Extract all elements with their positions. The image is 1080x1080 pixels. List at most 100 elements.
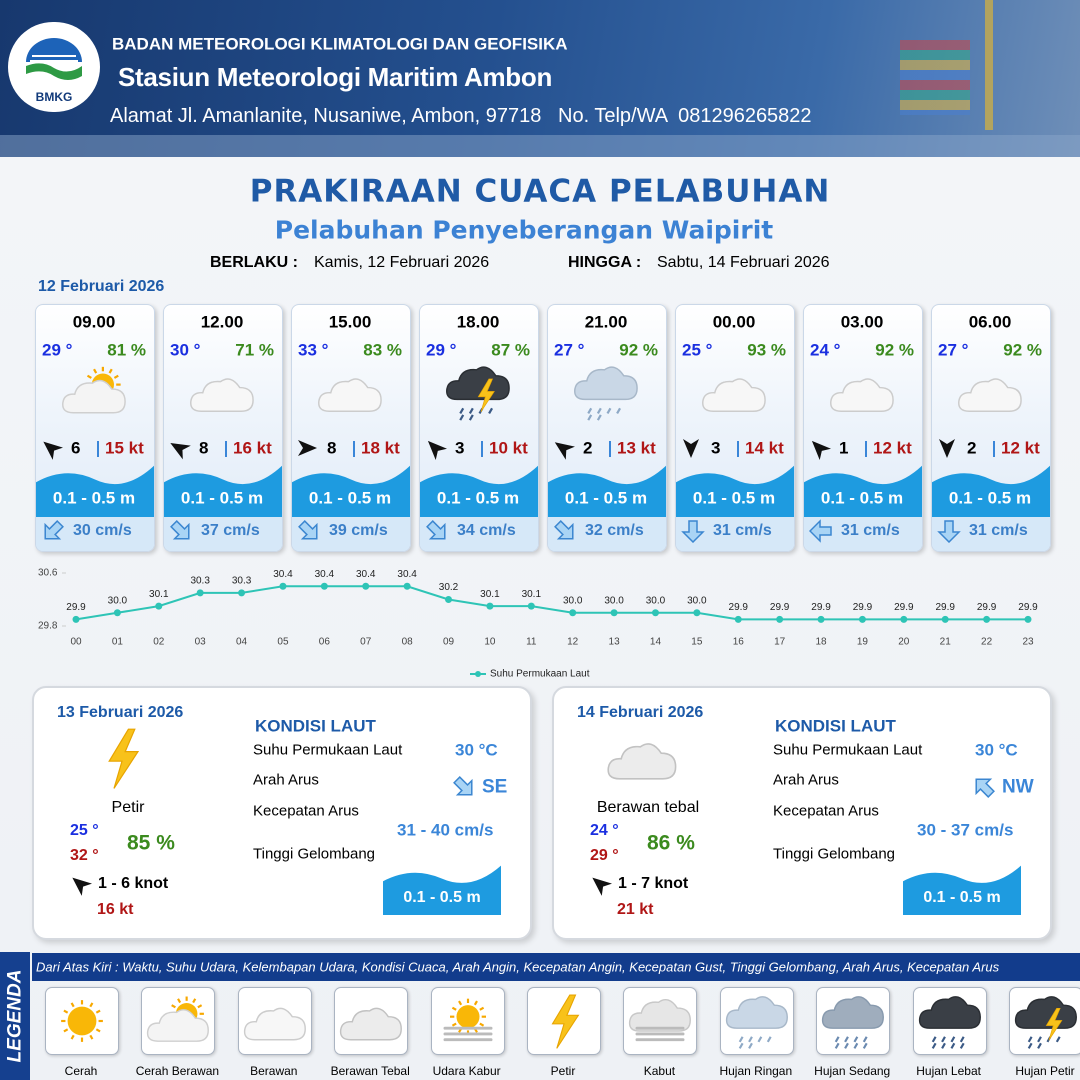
time: 15.00 xyxy=(328,312,372,332)
current-arrow-svg xyxy=(681,520,705,544)
decoration xyxy=(1037,1042,1042,1049)
forecast-card xyxy=(547,304,667,552)
current-arrow xyxy=(169,519,193,543)
separator xyxy=(609,441,611,457)
decoration xyxy=(89,1034,94,1040)
wave-label: Tinggi Gelombang xyxy=(253,845,376,863)
humidity: 92 % xyxy=(875,340,914,360)
current-speed: 32 cm/s xyxy=(585,522,644,539)
legend-box xyxy=(527,987,601,1055)
decoration xyxy=(70,1034,75,1040)
wind-arrow-svg xyxy=(43,441,64,460)
sst-label: Suhu Permukaan Laut xyxy=(253,741,403,759)
wind-speed: 3 xyxy=(455,438,465,458)
x-tick-label: 17 xyxy=(774,637,786,648)
x-tick-label: 07 xyxy=(360,637,372,648)
gust: 12 kt xyxy=(1001,438,1040,458)
decoration xyxy=(488,407,494,415)
temperature: 25 ° xyxy=(682,340,713,360)
x-tick-label: 08 xyxy=(402,637,414,648)
wave-band xyxy=(932,465,1050,518)
decoration xyxy=(931,1042,937,1049)
weather-icon xyxy=(825,362,899,422)
time: 18.00 xyxy=(456,312,500,332)
decoration xyxy=(574,366,638,401)
decoration xyxy=(108,368,113,374)
legend-item: Berawan Tebal xyxy=(330,1064,410,1078)
decoration xyxy=(554,442,575,460)
wave-box-svg xyxy=(383,865,501,915)
separator xyxy=(225,441,227,457)
decoration xyxy=(26,63,82,80)
current-arrow-svg xyxy=(170,520,190,540)
temperature: 30 ° xyxy=(170,340,201,360)
wave-band xyxy=(292,465,410,518)
value-label: 29.9 xyxy=(894,602,914,613)
decoration xyxy=(811,440,832,461)
value-label: 30.4 xyxy=(397,569,417,580)
wind-arrow xyxy=(167,436,191,460)
sst: 30 °C xyxy=(975,740,1018,760)
data-point xyxy=(113,609,121,617)
x-tick-label: 04 xyxy=(236,637,248,648)
legend-icon xyxy=(918,996,981,1049)
decoration xyxy=(72,877,93,896)
subtitle: Pelabuhan Penyeberangan Waipirit xyxy=(274,215,774,245)
wind: 1 - 6 knot xyxy=(98,875,169,892)
weather-icon xyxy=(953,362,1027,422)
day-icon-svg xyxy=(607,743,677,780)
weather-icon-svg xyxy=(446,366,510,421)
decoration xyxy=(108,728,140,789)
wave-band xyxy=(804,465,922,518)
value-label: 30.1 xyxy=(522,589,542,600)
temperature: 29 ° xyxy=(42,340,73,360)
forecast-card xyxy=(291,304,411,552)
decoration xyxy=(89,1002,94,1008)
logo-badge xyxy=(8,22,100,112)
wave-height: 0.1 - 0.5 m xyxy=(180,488,264,508)
humidity: 93 % xyxy=(747,340,786,360)
legend-icon xyxy=(443,998,493,1042)
x-tick-label: 22 xyxy=(981,637,993,648)
day-icon xyxy=(602,726,682,790)
data-point xyxy=(238,589,246,597)
agency: BADAN METEOROLOGI KLIMATOLOGI DAN GEOFIS… xyxy=(112,34,568,54)
dir-label: Arah Arus xyxy=(773,771,839,789)
legend-box xyxy=(1009,987,1080,1055)
legend-item: Hujan Ringan xyxy=(719,1064,793,1078)
dir-label: Arah Arus xyxy=(253,771,319,789)
gust: 12 kt xyxy=(873,438,912,458)
data-point xyxy=(362,582,370,590)
humidity: 87 % xyxy=(491,340,530,360)
legend-item: Petir xyxy=(550,1064,576,1078)
wind-arrow xyxy=(551,436,575,460)
decoration xyxy=(830,378,894,412)
weather-icon-svg xyxy=(318,378,382,412)
legend-box xyxy=(334,987,409,1055)
current-arrow xyxy=(681,519,705,544)
x-tick-label: 12 xyxy=(567,637,579,648)
decoration xyxy=(477,378,495,413)
current-arrow-svg xyxy=(554,520,574,540)
humidity: 92 % xyxy=(1003,340,1042,360)
legend-box xyxy=(816,987,891,1055)
time: 03.00 xyxy=(840,312,884,332)
decoration xyxy=(757,1036,763,1043)
decoration xyxy=(596,407,602,415)
title: PRAKIRAAN CUACA PELABUHAN xyxy=(249,173,831,210)
day-date: 14 Februari 2026 xyxy=(577,704,704,721)
humidity: 81 % xyxy=(107,340,146,360)
decoration xyxy=(1055,1036,1061,1043)
current-speed: 31 - 40 cm/s xyxy=(397,820,494,840)
gust: 14 kt xyxy=(745,438,784,458)
decoration xyxy=(834,1036,840,1043)
decoration xyxy=(63,1009,69,1014)
current-arrow xyxy=(425,519,449,543)
decoration xyxy=(70,1002,75,1008)
separator xyxy=(353,441,355,457)
decoration xyxy=(459,414,465,421)
legend-box xyxy=(45,987,119,1055)
weather-icon-svg xyxy=(958,378,1022,412)
legend-item: Berawan xyxy=(250,1064,298,1078)
